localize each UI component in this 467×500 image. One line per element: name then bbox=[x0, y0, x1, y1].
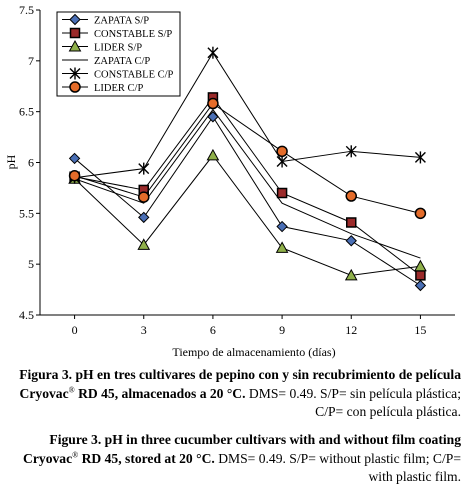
data-point bbox=[68, 152, 81, 165]
series-constable-s-p bbox=[69, 92, 426, 281]
data-point bbox=[138, 211, 150, 224]
y-tick-label: 6 bbox=[28, 156, 34, 170]
data-point bbox=[275, 241, 289, 253]
x-tick-label: 3 bbox=[141, 323, 147, 337]
series-zapata-c-p bbox=[74, 108, 421, 259]
caption-es-label: Figura 3. bbox=[19, 367, 73, 382]
data-point bbox=[414, 207, 427, 220]
series-line bbox=[74, 154, 421, 276]
legend-label: CONSTABLE C/P bbox=[94, 70, 174, 81]
data-point bbox=[345, 235, 357, 247]
series-line bbox=[74, 108, 421, 259]
caption-en-label: Figure 3. bbox=[49, 432, 102, 447]
figure-caption-english: Figure 3. pH in three cucumber cultivars… bbox=[6, 431, 461, 487]
x-tick-label: 12 bbox=[345, 323, 357, 337]
legend-marker bbox=[69, 27, 81, 39]
series-line bbox=[74, 115, 421, 286]
x-tick-label: 15 bbox=[414, 323, 426, 337]
data-point bbox=[138, 191, 150, 203]
series-line bbox=[74, 102, 421, 214]
data-point bbox=[137, 238, 151, 250]
caption-es-notes: DMS= 0.49. S/P= sin película plástica; C… bbox=[245, 385, 461, 420]
data-point bbox=[207, 97, 219, 110]
series-zapata-s-p bbox=[68, 111, 427, 292]
caption-en-title: pH in three cucumber cultivars with and … bbox=[23, 432, 461, 466]
x-tick-label: 6 bbox=[210, 323, 216, 337]
legend-item-lider-c-p: LIDER C/P bbox=[62, 81, 143, 94]
y-tick-label: 7.5 bbox=[19, 3, 34, 17]
data-point bbox=[345, 190, 357, 202]
legend-item-lider-s-p: LIDER S/P bbox=[62, 39, 142, 54]
series-line bbox=[74, 96, 421, 276]
x-axis-title: Tiempo de almacenamiento (días) bbox=[172, 345, 335, 359]
legend-item-constable-s-p: CONSTABLE S/P bbox=[62, 27, 172, 40]
y-tick-label: 4.5 bbox=[19, 308, 34, 322]
line-chart: 4.5 5 5.5 6 6.5 7 7.5 0 3 6 9 12 15 ZAPATA S/P CONSTA… bbox=[4, 3, 455, 359]
data-point bbox=[207, 46, 219, 59]
series-constable-c-p bbox=[69, 46, 426, 184]
legend-item-constable-c-p: CONSTABLE C/P bbox=[62, 67, 174, 81]
x-tick-label: 0 bbox=[72, 323, 78, 337]
series-layer bbox=[68, 46, 427, 292]
y-axis-title: pH bbox=[4, 154, 18, 169]
legend-label: ZAPATA S/P bbox=[94, 16, 149, 27]
data-point bbox=[276, 220, 288, 233]
y-tick-label: 7 bbox=[28, 54, 34, 68]
caption-es-title-tail: RD 45, almacenados a 20 °C. bbox=[74, 385, 246, 401]
legend-label: CONSTABLE S/P bbox=[94, 29, 172, 40]
data-point bbox=[346, 217, 357, 228]
legend-marker bbox=[69, 67, 81, 80]
caption-es-registered-mark: ® bbox=[68, 385, 75, 395]
data-point bbox=[414, 151, 426, 164]
legend-item-zapata-s-p: ZAPATA S/P bbox=[62, 13, 149, 27]
caption-en-title-tail: RD 45, stored at 20 °C. bbox=[78, 450, 215, 466]
data-point bbox=[344, 268, 358, 281]
x-tick-label: 9 bbox=[279, 323, 285, 337]
data-point bbox=[345, 145, 357, 158]
series-lider-s-p bbox=[68, 148, 427, 281]
series-lider-c-p bbox=[68, 97, 427, 220]
legend-item-zapata-c-p: ZAPATA C/P bbox=[62, 56, 150, 67]
caption-es-title: pH en tres cultivares de pepino con y si… bbox=[19, 367, 461, 401]
legend-marker bbox=[69, 81, 81, 93]
caption-en-registered-mark: ® bbox=[72, 450, 79, 460]
figure-caption-spanish: Figura 3. pH en tres cultivares de pepin… bbox=[6, 366, 461, 422]
data-point bbox=[276, 187, 288, 199]
data-point bbox=[138, 162, 150, 175]
data-point bbox=[276, 155, 288, 168]
legend-label: LIDER C/P bbox=[94, 83, 143, 94]
legend-label: ZAPATA C/P bbox=[94, 56, 150, 67]
data-point bbox=[207, 111, 219, 123]
series-line bbox=[74, 51, 421, 179]
legend-marker bbox=[69, 13, 81, 26]
data-point bbox=[206, 148, 220, 161]
data-point bbox=[414, 279, 427, 292]
data-point bbox=[414, 259, 427, 272]
chart-axes: 4.5 5 5.5 6 6.5 7 7.5 0 3 6 9 12 15 bbox=[19, 3, 455, 337]
y-tick-label: 5.5 bbox=[19, 206, 34, 220]
y-tick-label: 5 bbox=[28, 257, 34, 271]
data-point bbox=[276, 145, 288, 158]
data-point bbox=[68, 169, 81, 182]
legend-label: LIDER S/P bbox=[94, 43, 142, 54]
data-point bbox=[415, 270, 426, 281]
caption-en-notes: DMS= 0.49. S/P= without plastic film; C/… bbox=[214, 450, 461, 485]
legend-marker bbox=[68, 39, 82, 52]
y-tick-label: 6.5 bbox=[19, 105, 34, 119]
legend: ZAPATA S/P CONSTABLE S/P LIDER S/P ZAPATA C… bbox=[56, 11, 181, 97]
